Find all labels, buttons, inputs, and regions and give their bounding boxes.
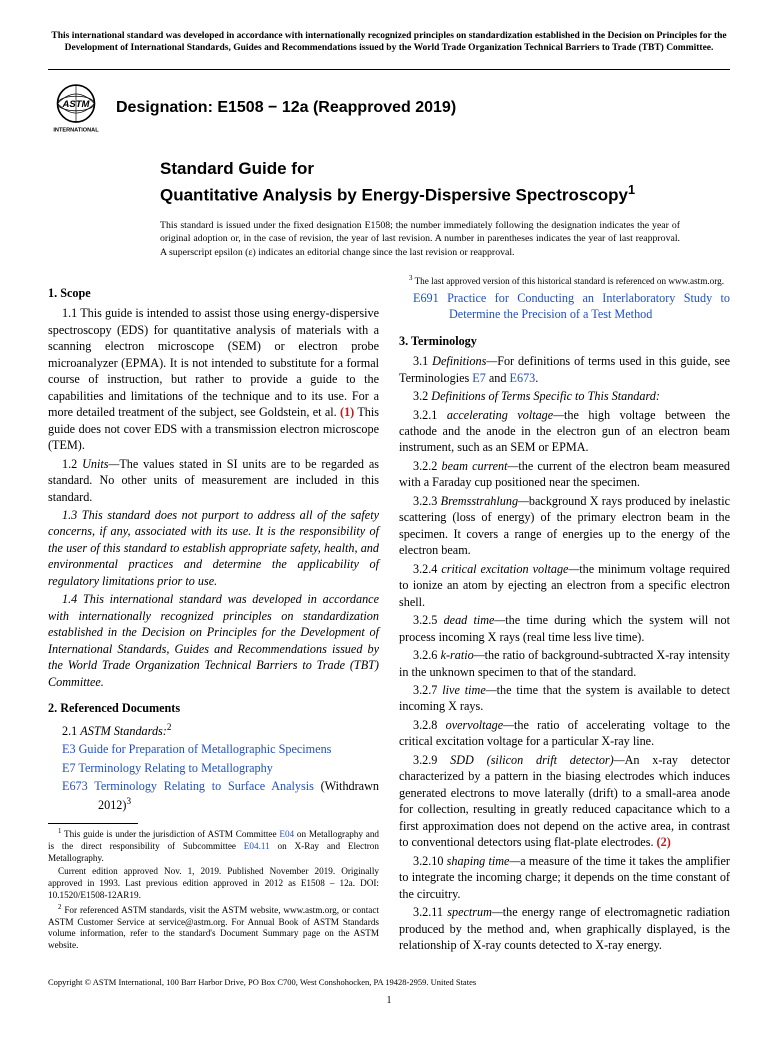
term-3-2-1: 3.2.1 accelerating voltage—the high volt… — [399, 407, 730, 456]
ref-e7-link[interactable]: E7 Terminology Relating to Metallography — [62, 761, 273, 775]
header-row: ASTM INTERNATIONAL Designation: E1508 − … — [48, 80, 730, 136]
footnote-1b: Current edition approved Nov. 1, 2019. P… — [48, 866, 379, 901]
term-3-2-7: 3.2.7 live time—the time that the system… — [399, 682, 730, 715]
title-pre: Standard Guide for — [160, 158, 730, 181]
term-3-2-5: 3.2.5 dead time—the time during which th… — [399, 612, 730, 645]
ref-e7: E7 Terminology Relating to Metallography — [48, 760, 379, 776]
title-main: Quantitative Analysis by Energy-Dispersi… — [160, 181, 730, 208]
section-1-head: 1. Scope — [48, 285, 379, 301]
top-rule — [48, 69, 730, 70]
ref-e673-link[interactable]: E673 Terminology Relating to Surface Ana… — [62, 779, 314, 793]
footnote-2: 2 For referenced ASTM standards, visit t… — [48, 904, 379, 952]
copyright: Copyright © ASTM International, 100 Barr… — [48, 977, 730, 988]
section-2-head: 2. Referenced Documents — [48, 700, 379, 716]
ref-e3-link[interactable]: E3 Guide for Preparation of Metallograph… — [62, 742, 331, 756]
ref-e0411-link[interactable]: E04.11 — [244, 841, 270, 851]
body-columns: 1. Scope 1.1 This guide is intended to a… — [48, 275, 730, 955]
ref-e673-inline[interactable]: E673 — [510, 371, 536, 385]
svg-text:ASTM: ASTM — [62, 99, 91, 110]
term-3-2-4: 3.2.4 critical excitation voltage—the mi… — [399, 561, 730, 610]
page-number: 1 — [48, 994, 730, 1008]
title-sup: 1 — [628, 182, 635, 197]
term-3-2-10: 3.2.10 shaping time—a measure of the tim… — [399, 853, 730, 902]
svg-text:INTERNATIONAL: INTERNATIONAL — [53, 127, 99, 133]
footnote-1: 1 This guide is under the jurisdiction o… — [48, 828, 379, 864]
ref-e691: E691 Practice for Conducting an Interlab… — [399, 290, 730, 323]
term-3-2-8: 3.2.8 overvoltage—the ratio of accelerat… — [399, 717, 730, 750]
para-2-1: 2.1 ASTM Standards:2 — [48, 721, 379, 740]
bib-ref-2[interactable]: (2) — [657, 835, 671, 849]
para-3-1: 3.1 Definitions—For definitions of terms… — [399, 353, 730, 386]
term-3-2-2: 3.2.2 beam current—the current of the el… — [399, 458, 730, 491]
para-3-2: 3.2 Definitions of Terms Specific to Thi… — [399, 388, 730, 404]
term-3-2-9: 3.2.9 SDD (silicon drift detector)—An x-… — [399, 752, 730, 851]
para-1-1: 1.1 This guide is intended to assist tho… — [48, 305, 379, 453]
para-1-2: 1.2 Units—The values stated in SI units … — [48, 456, 379, 505]
ref-e04-link[interactable]: E04 — [279, 829, 294, 839]
ref-e7-inline[interactable]: E7 — [472, 371, 486, 385]
ref-e691-link[interactable]: E691 Practice for Conducting an Interlab… — [413, 291, 730, 321]
top-notice: This international standard was develope… — [48, 30, 730, 55]
title-block: Standard Guide for Quantitative Analysis… — [160, 158, 730, 208]
term-3-2-11: 3.2.11 spectrum—the energy range of elec… — [399, 904, 730, 953]
astm-logo: ASTM INTERNATIONAL — [48, 80, 104, 136]
term-3-2-3: 3.2.3 Bremsstrahlung—background X rays p… — [399, 493, 730, 559]
issuance-note: This standard is issued under the fixed … — [160, 219, 680, 259]
title-main-text: Quantitative Analysis by Energy-Dispersi… — [160, 185, 628, 204]
term-3-2-6: 3.2.6 k-ratio—the ratio of background-su… — [399, 647, 730, 680]
para-1-3: 1.3 This standard does not purport to ad… — [48, 507, 379, 589]
section-3-head: 3. Terminology — [399, 333, 730, 349]
para-1-4: 1.4 This international standard was deve… — [48, 591, 379, 690]
footnote-rule — [48, 823, 138, 824]
ref-e673: E673 Terminology Relating to Surface Ana… — [48, 778, 379, 813]
footnote-3: 3 The last approved version of this hist… — [399, 275, 730, 288]
bib-ref-1[interactable]: (1) — [340, 405, 354, 419]
ref-e3: E3 Guide for Preparation of Metallograph… — [48, 741, 379, 757]
designation: Designation: E1508 − 12a (Reapproved 201… — [116, 97, 456, 119]
